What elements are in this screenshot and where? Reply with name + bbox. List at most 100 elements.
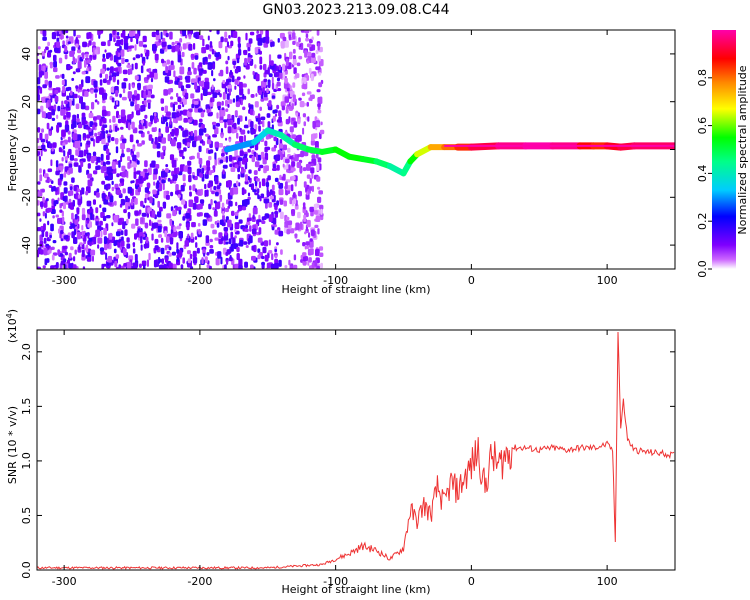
spectrogram-noise-cell [177,167,180,174]
spectrogram-noise-cell [159,48,165,54]
spectrogram-noise-cell [78,244,81,251]
spectrogram-noise-cell [82,234,87,242]
spectrogram-noise-cell [182,174,186,182]
spectrogram-noise-cell [146,99,152,103]
spectrogram-noise-cell [141,104,146,112]
spectrogram-noise-cell [181,199,186,205]
spectrogram-noise-cell [154,112,157,117]
spectrogram-noise-cell [289,51,293,60]
spectrogram-noise-cell [46,249,52,254]
spectrogram-noise-cell [179,38,183,43]
spectrogram-noise-cell [308,232,311,238]
spectrogram-noise-cell [249,179,252,184]
spectrogram-noise-cell [222,91,226,100]
spectrogram-noise-cell [86,219,89,224]
spectrogram-noise-cell [267,67,270,75]
spectrogram-noise-cell [104,184,107,190]
spectrogram-noise-cell [169,117,172,125]
spectrogram-noise-cell [117,62,122,67]
spectrogram-noise-cell [120,240,125,247]
spectrogram-noise-cell [38,64,42,72]
spectrogram-noise-cell [171,45,176,53]
spectrogram-noise-cell [84,247,87,251]
spectrogram-noise-cell [190,266,194,269]
spectrogram-noise-cell [96,115,102,120]
spectrogram-noise-cell [99,247,105,252]
spectrogram-noise-cell [289,265,294,269]
spectrogram-noise-cell [111,161,116,170]
spectrogram-noise-cell [309,38,313,44]
spectrogram-noise-cell [224,31,228,38]
spectrogram-noise-cell [57,249,61,256]
spectrogram-noise-cell [236,132,239,139]
spectrogram-noise-cell [182,139,187,143]
spectrogram-noise-cell [99,220,103,226]
spectrogram-noise-cell [48,87,53,91]
spectrogram-noise-cell [274,254,278,259]
spectrogram-noise-cell [75,37,78,45]
spectrogram-noise-cell [317,157,322,163]
spectrogram-noise-cell [102,251,106,255]
spectrogram-noise-cell [154,136,158,145]
spectrogram-noise-cell [155,164,160,169]
spectrogram-noise-cell [302,242,306,247]
spectrogram-noise-cell [106,67,110,71]
spectrogram-noise-cell [206,108,210,114]
spectrogram-noise-cell [99,87,104,95]
spectrogram-noise-cell [39,218,42,222]
spectrogram-y-axis-label: Frequency (Hz) [6,109,19,192]
spectrogram-noise-cell [134,253,138,261]
spectrogram-noise-cell [41,144,46,151]
spectrogram-noise-cell [226,93,230,100]
spectrogram-noise-cell [116,100,118,106]
spectrogram-noise-cell [204,183,207,190]
spectrogram-noise-cell [225,45,228,53]
spectrogram-noise-cell [264,155,268,160]
spectrogram-noise-cell [199,35,204,40]
spectrogram-noise-cell [115,254,120,259]
spectrogram-noise-cell [257,194,260,200]
spectrogram-noise-cell [72,93,78,99]
spectrogram-noise-cell [127,45,133,49]
spectrogram-noise-cell [185,212,190,219]
spectrogram-noise-cell [214,152,217,160]
spectrogram-noise-cell [212,63,215,70]
spectrogram-noise-cell [288,259,291,266]
spectrogram-noise-cell [50,223,54,232]
spectrogram-noise-cell [306,219,311,228]
spectrogram-noise-cell [191,172,195,176]
spectrogram-noise-cell [289,155,293,160]
spectrogram-noise-cell [168,88,171,95]
spectrogram-noise-cell [213,210,218,217]
spectrogram-noise-cell [189,185,192,191]
spectrogram-noise-cell [117,52,121,58]
spectrogram-noise-cell [132,242,135,248]
spectrogram-y-tick-label: -40 [20,236,33,254]
spectrogram-noise-cell [201,47,207,54]
spectrogram-noise-cell [211,49,215,55]
spectrogram-noise-cell [182,109,188,116]
spectrogram-noise-cell [262,246,267,254]
spectrogram-noise-cell [64,124,70,133]
spectrogram-noise-cell [37,150,40,156]
spectrogram-noise-cell [79,242,83,246]
spectrogram-noise-cell [196,247,200,254]
spectrogram-noise-cell [71,212,74,220]
spectrogram-noise-cell [157,211,162,218]
spectrogram-noise-cell [230,167,236,172]
spectrogram-noise-cell [177,206,182,211]
spectrogram-noise-cell [146,182,151,188]
spectrogram-noise-cell [50,159,53,167]
spectrogram-noise-cell [276,77,280,82]
spectrogram-noise-cell [77,49,82,54]
spectrogram-noise-cell [107,40,111,47]
spectrogram-noise-cell [87,42,90,48]
spectrogram-noise-cell [144,222,149,228]
spectrogram-noise-cell [315,249,320,257]
spectrogram-noise-cell [234,68,239,74]
spectrogram-noise-cell [194,188,198,193]
spectrogram-noise-cell [153,72,158,80]
spectrogram-noise-cell [140,200,144,207]
spectrogram-noise-cell [114,42,119,47]
spectrogram-noise-cell [244,261,248,268]
